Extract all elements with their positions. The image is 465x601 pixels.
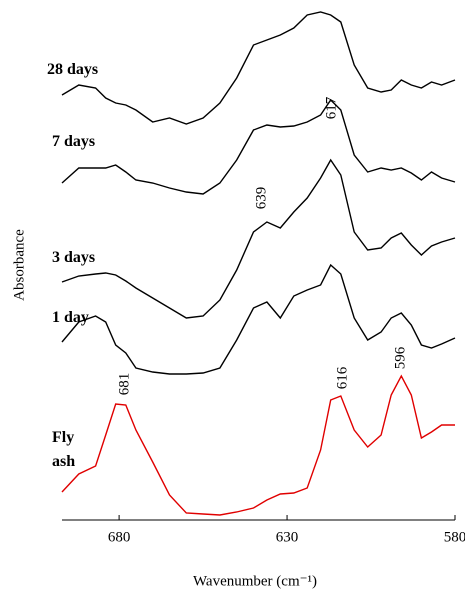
series-label: 3 days [52,249,96,266]
peak-label: 681 [116,373,132,396]
x-axis-label: Wavenumber (cm⁻¹) [193,573,317,589]
x-tick-label: 630 [276,529,299,545]
series-line [61,11,456,125]
x-tick-label: 680 [108,529,131,545]
peak-label: 596 [392,346,408,369]
series-line [61,158,456,319]
series-line [61,374,455,516]
series-line [61,98,456,195]
series-label: 28 days [47,61,99,78]
peak-label: 617 [323,96,339,119]
peak-label: 616 [334,366,350,389]
peak-label: 639 [253,187,269,210]
y-axis-label: Absorbance [11,229,27,301]
series-line [61,263,456,375]
series-label: 1 day [52,309,89,326]
x-tick-label: 580 [444,529,465,545]
series-label: 7 days [52,133,96,150]
series-label: Fly ash [52,429,76,470]
